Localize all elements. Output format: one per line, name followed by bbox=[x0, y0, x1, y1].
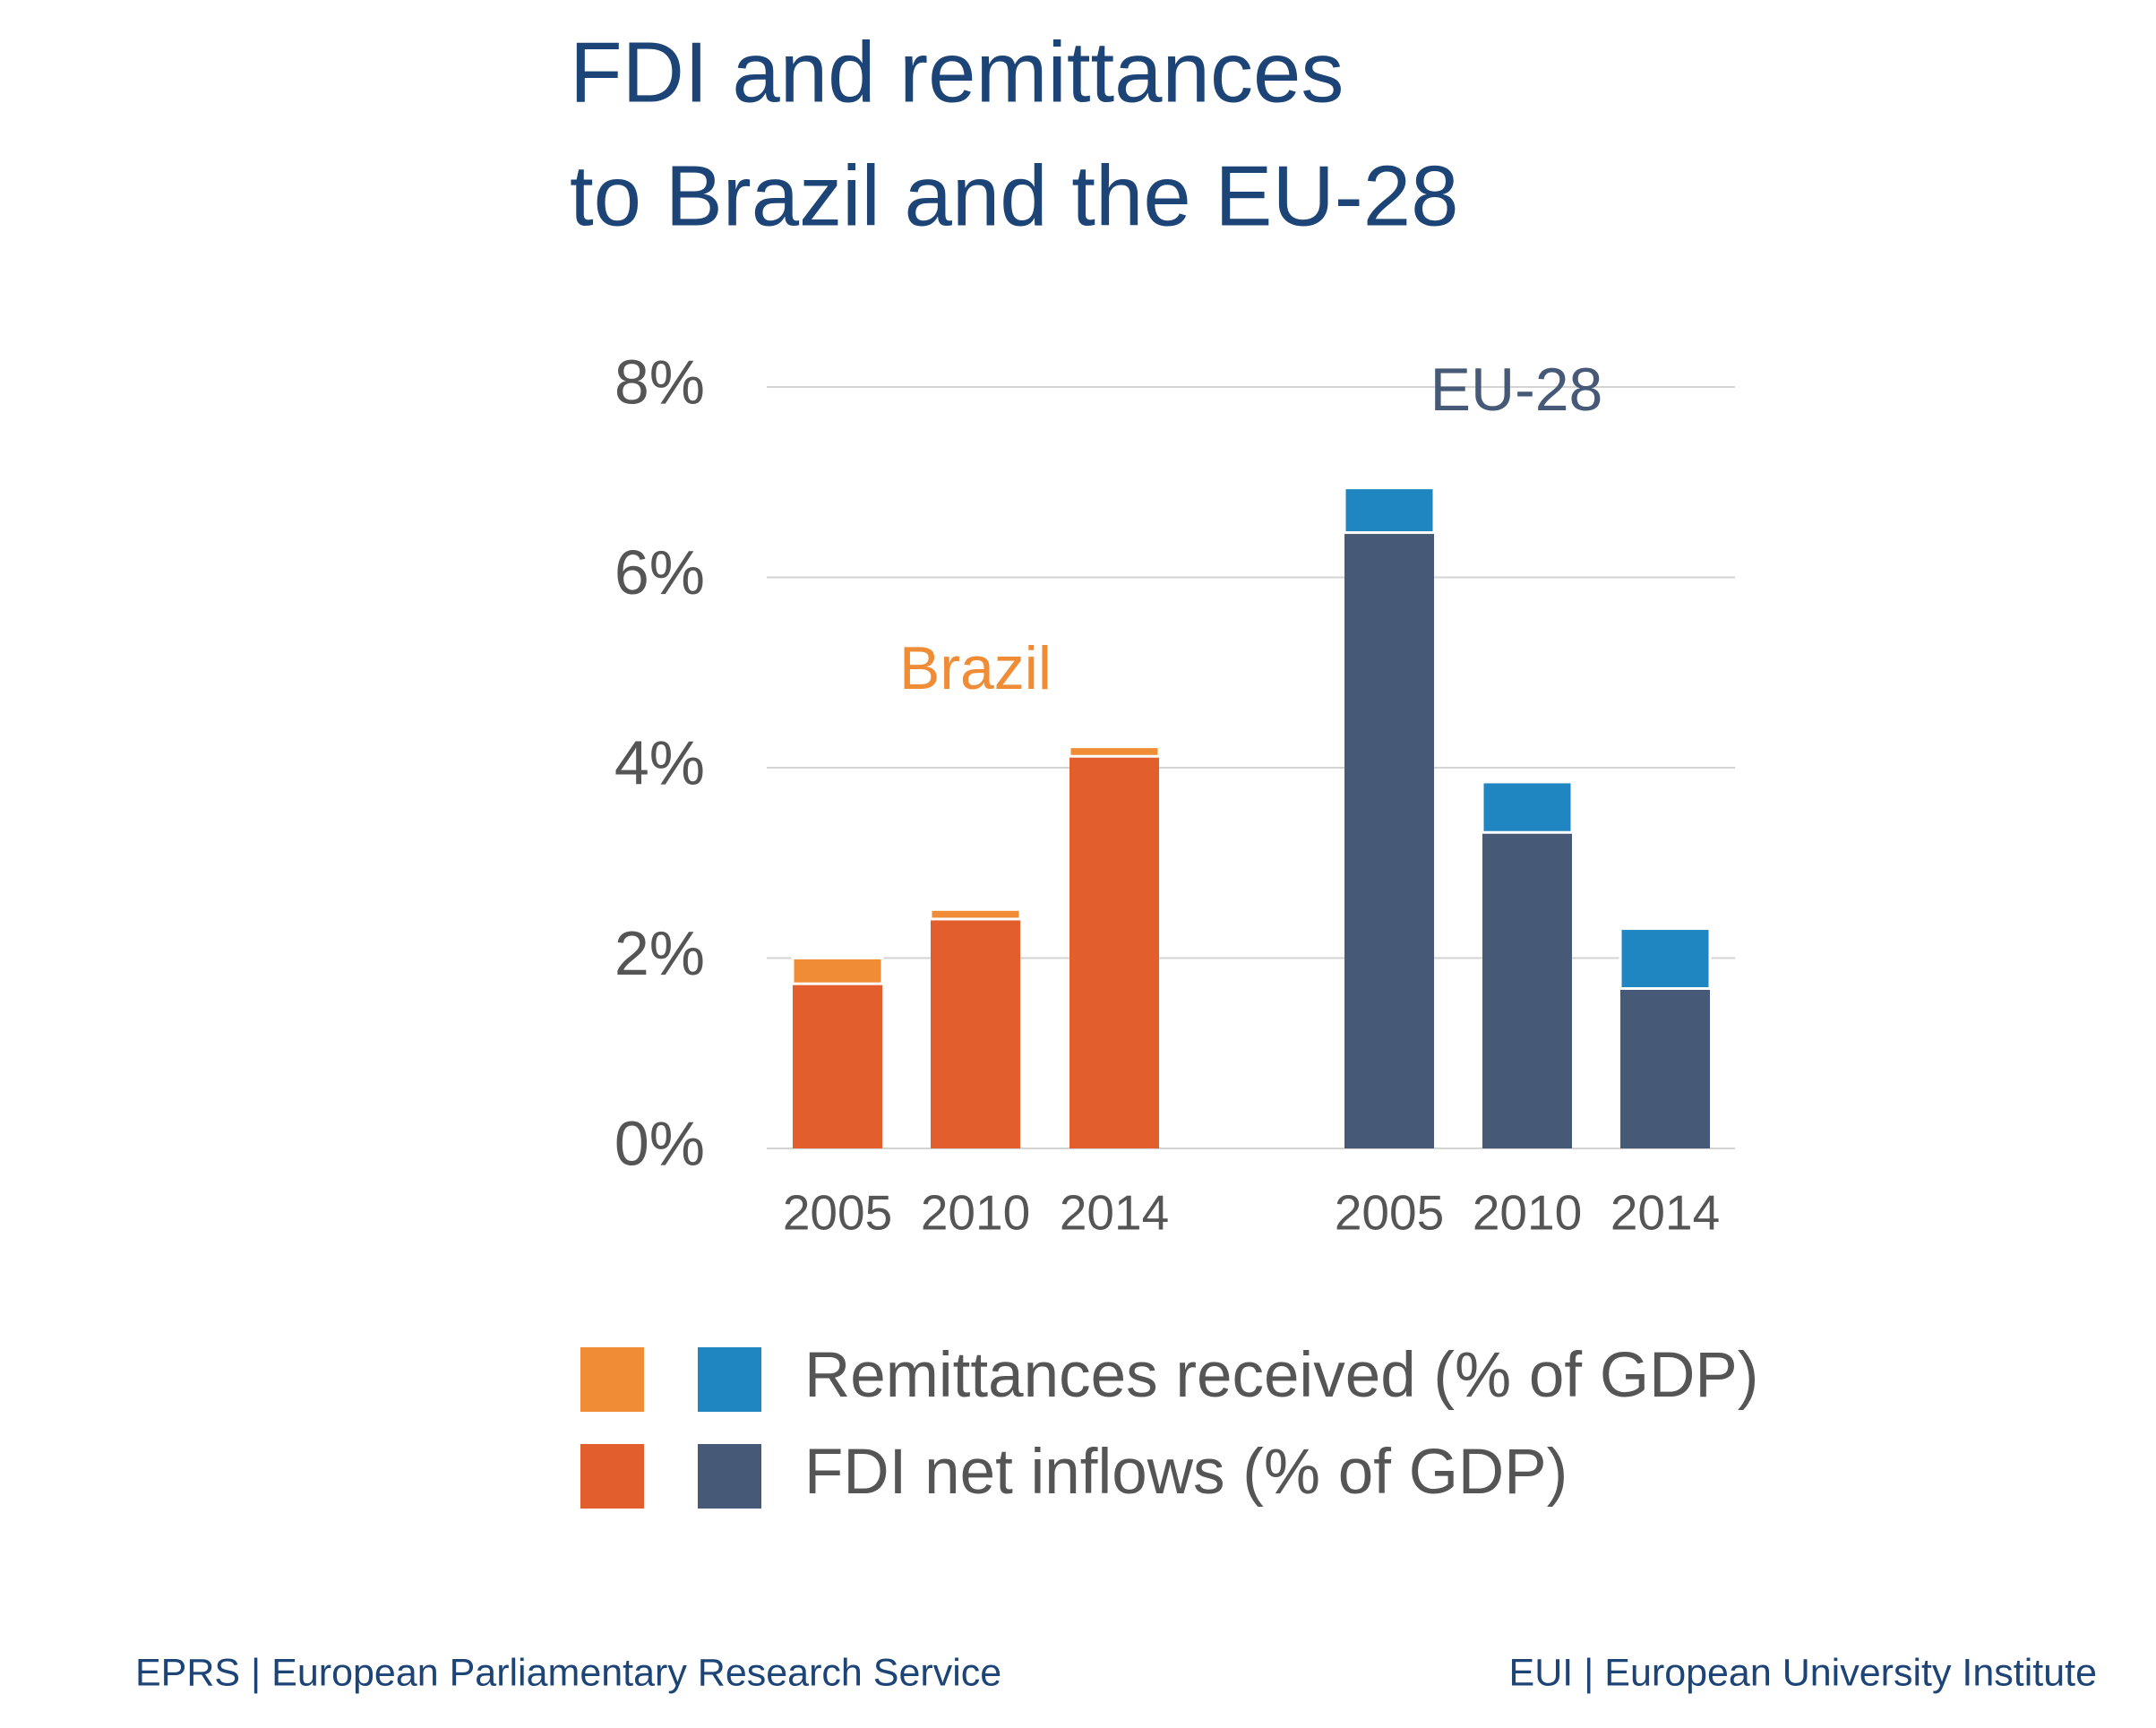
legend-swatch bbox=[580, 1444, 644, 1509]
legend-label: Remittances received (% of GDP) bbox=[804, 1340, 1758, 1411]
chart-title: to Brazil and the EU-28 bbox=[570, 148, 1459, 244]
bar-segment bbox=[1068, 745, 1161, 758]
group-label: EU-28 bbox=[1430, 356, 1603, 424]
bar-segment bbox=[1481, 780, 1574, 834]
x-tick-label: 2005 bbox=[1335, 1185, 1444, 1241]
group-label: Brazil bbox=[899, 634, 1052, 702]
x-tick-label: 2005 bbox=[783, 1185, 892, 1241]
legend-swatch bbox=[580, 1347, 644, 1412]
y-tick-label: 0% bbox=[614, 1108, 705, 1178]
y-tick-label: 4% bbox=[614, 727, 705, 797]
bar-segment bbox=[1619, 927, 1712, 990]
bar-segment bbox=[1069, 756, 1159, 1148]
x-tick-label: 2014 bbox=[1611, 1185, 1720, 1241]
bar-segment bbox=[791, 957, 884, 985]
x-tick-label: 2010 bbox=[921, 1185, 1030, 1241]
legend-label: FDI net inflows (% of GDP) bbox=[804, 1437, 1568, 1508]
x-tick-label: 2014 bbox=[1060, 1185, 1169, 1241]
bar-segment bbox=[1344, 532, 1434, 1148]
source: EUI | European University Institute bbox=[1509, 1651, 2097, 1694]
bar-segment bbox=[1343, 486, 1436, 535]
y-tick-label: 2% bbox=[614, 918, 705, 988]
chart-title: FDI and remittances bbox=[570, 24, 1344, 120]
bar-segment bbox=[929, 907, 1022, 921]
y-tick-label: 6% bbox=[614, 537, 705, 607]
source: EPRS | European Parliamentary Research S… bbox=[135, 1651, 1001, 1694]
legend-swatch bbox=[698, 1444, 761, 1509]
bar-segment bbox=[1482, 832, 1572, 1148]
legend-swatch bbox=[698, 1347, 761, 1412]
bar-segment bbox=[793, 984, 882, 1148]
x-tick-label: 2010 bbox=[1473, 1185, 1582, 1241]
bar-segment bbox=[1620, 988, 1710, 1148]
y-tick-label: 8% bbox=[614, 347, 705, 417]
bar-segment bbox=[931, 918, 1020, 1148]
